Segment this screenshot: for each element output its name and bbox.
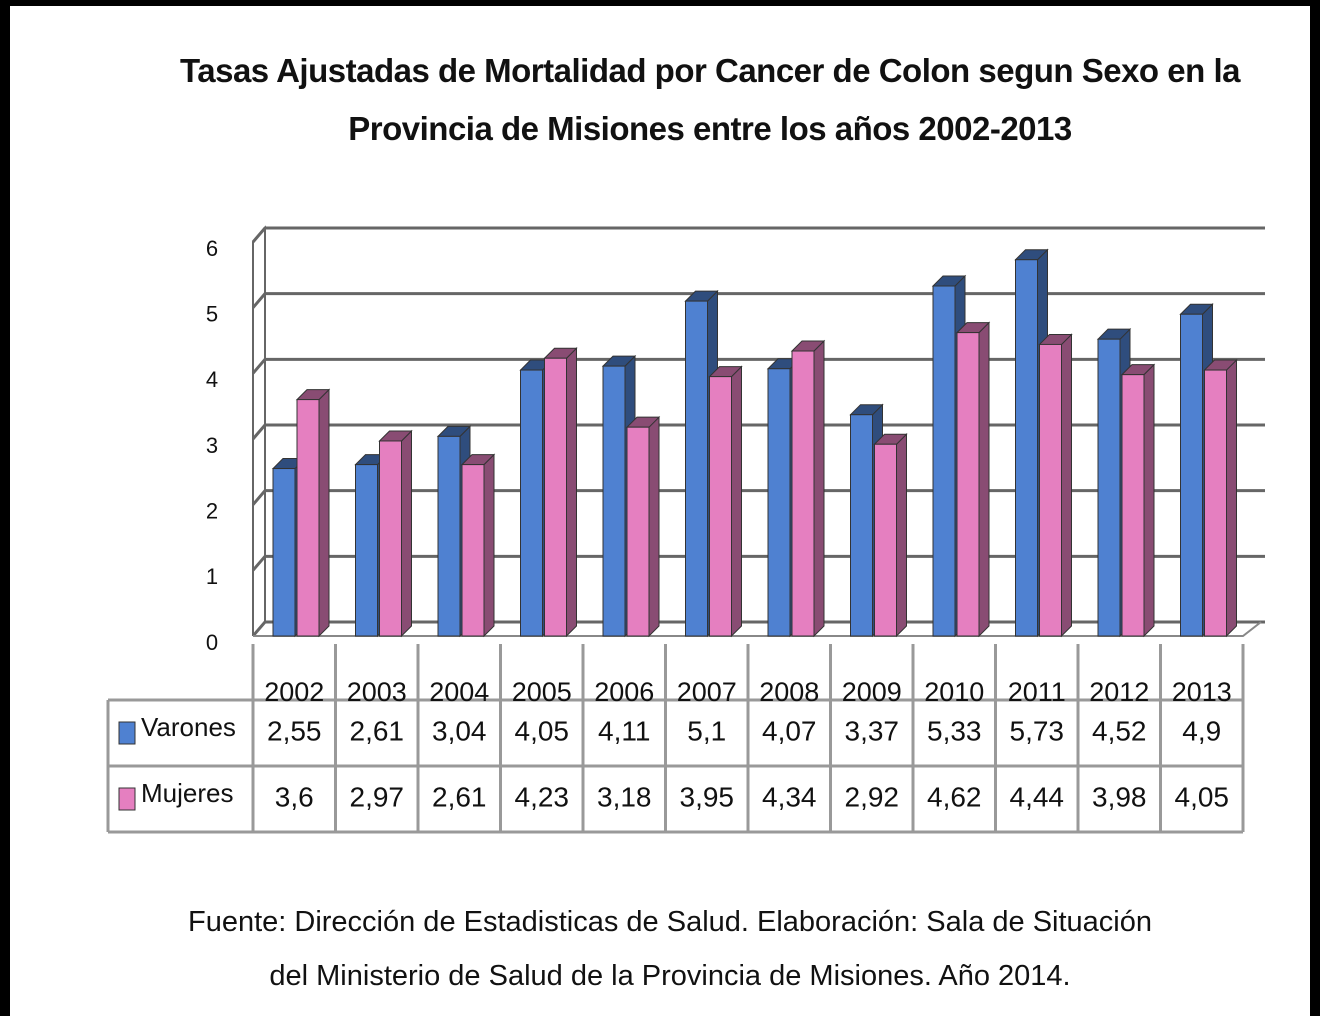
bar <box>709 376 732 637</box>
y-tick-label: 4 <box>206 367 218 392</box>
x-tick-label: 2011 <box>1008 677 1066 707</box>
bar <box>1204 369 1227 637</box>
grid-line <box>251 292 1265 309</box>
x-tick-label: 2009 <box>842 677 902 707</box>
x-tick-label: 2012 <box>1089 677 1149 707</box>
bar <box>461 464 485 637</box>
table-value: 5,33 <box>927 715 982 746</box>
bar <box>602 365 626 637</box>
bar-side <box>483 453 495 638</box>
table-value: 2,61 <box>350 715 405 746</box>
table-value: 3,04 <box>432 715 487 746</box>
x-tick-label: 2008 <box>759 677 819 707</box>
y-tick-label: 6 <box>206 236 218 261</box>
bar <box>355 464 378 637</box>
x-tick-label: 2002 <box>264 677 324 707</box>
table-value: 2,61 <box>432 781 487 812</box>
table-value: 4,9 <box>1182 715 1221 746</box>
legend-swatch <box>118 721 136 745</box>
source-line: del Ministerio de Salud de la Provincia … <box>269 960 1071 992</box>
table-value: 4,07 <box>762 715 817 746</box>
bar-side <box>896 433 907 638</box>
bar <box>1121 374 1145 637</box>
bar <box>272 468 296 637</box>
x-tick-label: 2010 <box>924 677 984 707</box>
bar <box>932 285 956 637</box>
x-tick-label: 2003 <box>347 677 407 707</box>
table-value: 2,97 <box>350 781 405 812</box>
bar-side <box>731 365 742 638</box>
y-tick-label: 1 <box>206 564 218 589</box>
bar <box>685 300 708 637</box>
bar <box>626 426 650 637</box>
table-value: 4,05 <box>1175 781 1230 812</box>
table-value: 3,18 <box>597 781 652 812</box>
bar <box>767 368 791 637</box>
bar <box>437 435 461 637</box>
floor <box>253 621 1262 637</box>
y-tick-label: 3 <box>206 433 218 458</box>
bar <box>379 440 402 637</box>
bar <box>850 414 873 637</box>
table-value: 4,44 <box>1010 781 1065 812</box>
y-tick-label: 0 <box>206 630 218 655</box>
bar-side <box>1143 363 1155 638</box>
source-line: Fuente: Dirección de Estadisticas de Sal… <box>187 906 1152 938</box>
chart-title: Tasas Ajustadas de Mortalidad por Cancer… <box>180 52 1240 147</box>
bar <box>520 369 543 637</box>
bar-side <box>318 388 330 638</box>
source-note: Fuente: Dirección de Estadisticas de Sal… <box>0 895 1320 1003</box>
table-value: 4,52 <box>1092 715 1147 746</box>
legend-label: Mujeres <box>141 778 233 808</box>
table-value: 4,62 <box>927 781 982 812</box>
y-tick-label: 2 <box>206 498 218 523</box>
x-tick-label: 2007 <box>677 677 737 707</box>
table-value: 4,11 <box>598 715 650 746</box>
bar <box>544 357 567 637</box>
x-tick-label: 2005 <box>512 677 572 707</box>
bar-side <box>1061 333 1072 638</box>
bar <box>1015 259 1038 637</box>
bar <box>1039 343 1062 637</box>
bar <box>874 443 897 637</box>
grid-line <box>251 554 1265 572</box>
grid-line <box>251 357 1265 375</box>
bar-side <box>648 415 660 638</box>
table-value: 4,23 <box>515 781 570 812</box>
bar <box>1180 313 1203 637</box>
grid-line <box>251 620 1265 637</box>
grid-line <box>251 226 1265 243</box>
bar <box>956 332 980 637</box>
bar-side <box>1226 358 1237 638</box>
grid-line <box>251 423 1265 440</box>
bar <box>1097 338 1121 637</box>
x-tick-label: 2004 <box>429 677 489 707</box>
bar <box>791 350 815 637</box>
table-value: 2,55 <box>267 715 322 746</box>
table-value: 3,98 <box>1092 781 1147 812</box>
table-value: 5,73 <box>1010 715 1065 746</box>
table-value: 4,34 <box>762 781 817 812</box>
x-tick-label: 2013 <box>1172 677 1232 707</box>
table-value: 2,92 <box>845 781 900 812</box>
y-tick-label: 5 <box>206 301 218 326</box>
bar <box>296 399 320 637</box>
bar-side <box>566 347 577 638</box>
bar-side <box>401 429 412 638</box>
table-value: 4,05 <box>515 715 570 746</box>
x-tick-label: 2006 <box>594 677 654 707</box>
bar-side <box>813 339 825 638</box>
bar-side <box>978 321 990 638</box>
table-value: 5,1 <box>687 715 726 746</box>
table-value: 3,6 <box>275 781 314 812</box>
legend-label: Varones <box>141 712 236 742</box>
table-value: 3,37 <box>845 715 900 746</box>
legend-swatch <box>118 787 136 811</box>
table-value: 3,95 <box>680 781 735 812</box>
frame <box>10 6 1310 1016</box>
grid-line <box>251 489 1265 506</box>
